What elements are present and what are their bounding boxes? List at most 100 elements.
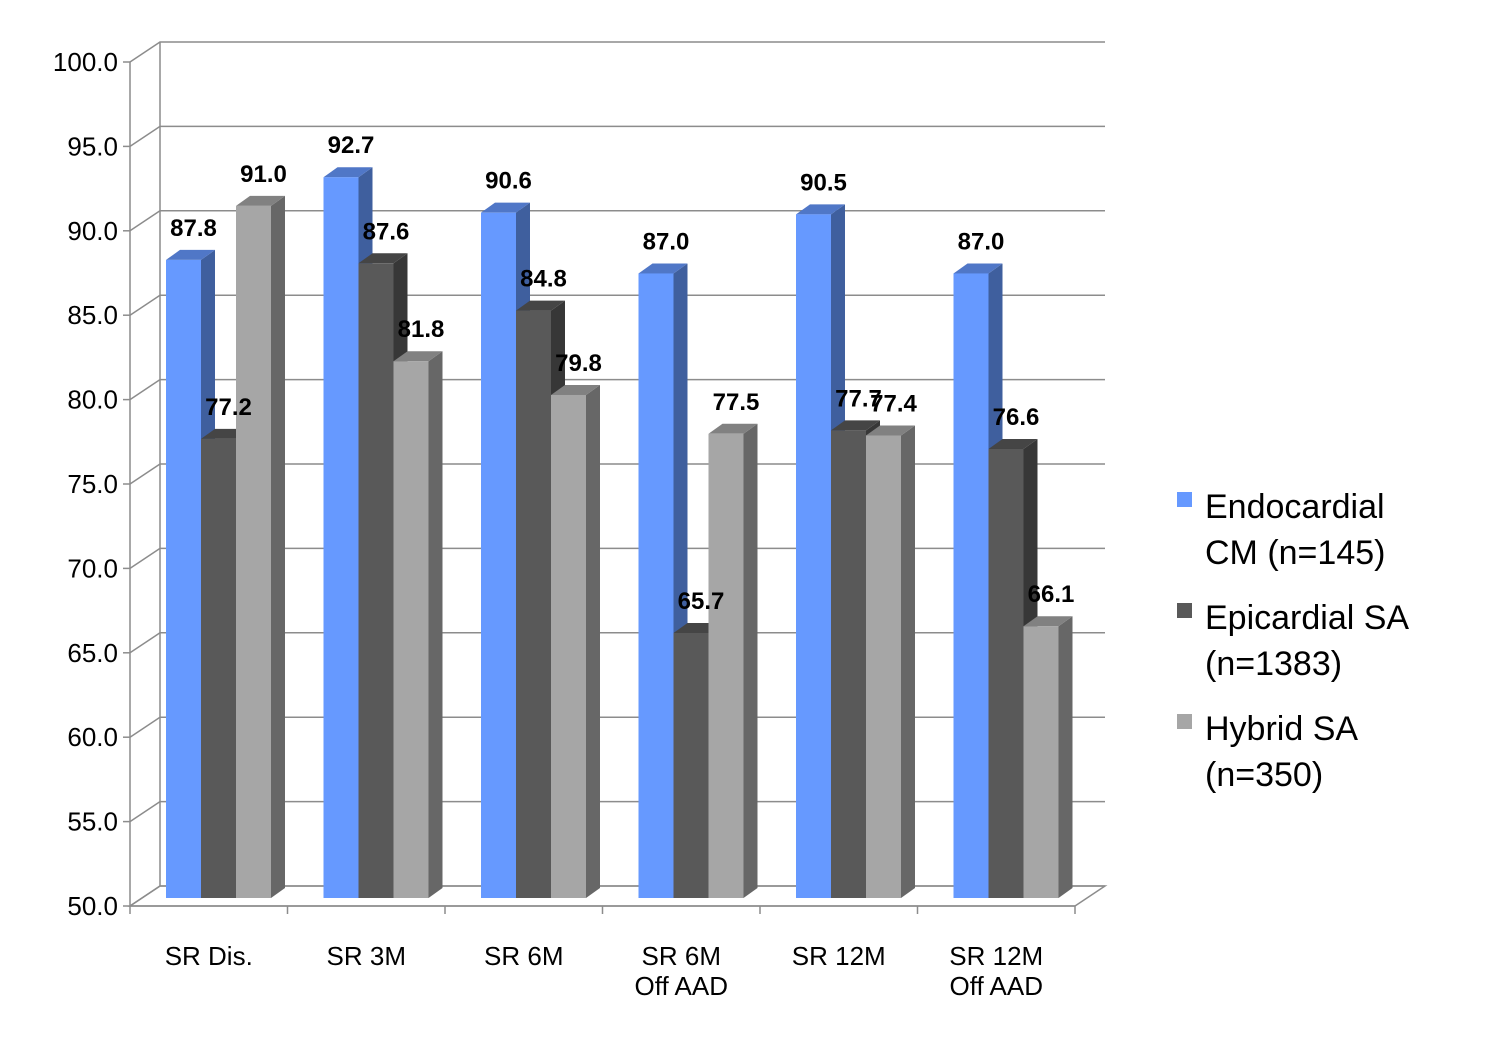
legend-label: Epicardial SA [1205, 599, 1409, 637]
x-category-label: SR Dis. [165, 941, 253, 971]
x-category-label: SR 12M [792, 941, 886, 971]
bar-side [271, 195, 285, 899]
y-tick-label: 80.0 [67, 385, 118, 415]
bar [551, 394, 586, 898]
y-tick-label: 85.0 [67, 300, 118, 330]
data-label: 90.5 [800, 169, 847, 196]
data-label: 91.0 [240, 161, 287, 188]
bar-top [866, 425, 915, 436]
y-tick-label: 50.0 [67, 891, 118, 921]
data-label: 92.7 [328, 132, 375, 159]
data-label: 81.8 [398, 316, 445, 343]
bar [708, 433, 744, 898]
bar-side [1058, 616, 1073, 898]
gridline [129, 294, 1105, 316]
gridline [129, 885, 1105, 907]
gridline [129, 125, 1105, 148]
x-category-label: SR 12M [949, 941, 1043, 971]
bar [1023, 626, 1059, 898]
gridline [129, 463, 1105, 485]
bar-side [428, 351, 443, 898]
y-tick-label: 90.0 [67, 216, 118, 246]
y-tick-label: 75.0 [67, 469, 118, 499]
legend-label: (n=350) [1205, 756, 1323, 794]
data-labels: 87.8 77.2 91.0 92.7 87.6 81.8 90.6 84.8 79.8 87.0… [170, 132, 1074, 615]
bar-top [323, 167, 373, 178]
bar [988, 448, 1024, 898]
bar [673, 632, 709, 898]
gridline [129, 547, 1105, 570]
bar [393, 361, 429, 898]
bar-side [901, 425, 915, 898]
legend-label: Endocardial [1205, 488, 1385, 526]
y-tick-label: 100.0 [53, 47, 118, 77]
y-tick-label: 70.0 [67, 553, 118, 583]
legend: Endocardial CM (n=145) Epicardial SA (n=138… [1177, 488, 1409, 794]
x-category-label: Off AAD [950, 971, 1043, 1001]
data-label: 77.7 [835, 385, 882, 412]
bar [638, 273, 674, 898]
gridline [129, 800, 1105, 823]
bar-top [796, 204, 845, 215]
bar [358, 263, 394, 898]
data-label: 77.5 [713, 389, 760, 416]
bar-top [551, 384, 600, 395]
bar [831, 430, 866, 898]
data-label: 90.6 [485, 168, 532, 195]
gridline [129, 210, 1105, 232]
bar-top [166, 249, 215, 260]
bar-top [953, 263, 1003, 274]
bar [201, 438, 236, 898]
x-category-label: Off AAD [635, 971, 728, 1001]
legend-label: CM (n=145) [1205, 534, 1385, 572]
bar-top [831, 420, 880, 431]
bar [953, 273, 989, 898]
legend-swatch [1177, 492, 1192, 507]
bar-top [481, 202, 530, 213]
bars [166, 167, 1073, 899]
bar-side [743, 423, 758, 898]
bar [166, 259, 201, 898]
legend-swatch [1177, 603, 1192, 618]
bar [481, 212, 516, 898]
gridline [129, 716, 1105, 738]
bar-top [236, 195, 285, 206]
data-label: 87.0 [958, 228, 1005, 255]
data-label: 65.7 [678, 588, 725, 615]
y-tick-label: 65.0 [67, 638, 118, 668]
axes: 50.0 55.0 60.0 65.0 70.0 75.0 80.0 85.0 90.0 95.0… [53, 47, 1076, 1001]
grid-lines [129, 41, 1105, 907]
bar [796, 214, 831, 899]
bar-top [638, 263, 688, 274]
bar-top [1023, 616, 1073, 627]
legend-label: Hybrid SA [1205, 710, 1358, 748]
x-category-label: SR 3M [327, 941, 406, 971]
bar [236, 205, 271, 899]
bar [866, 435, 901, 898]
x-category-label: SR 6M [642, 941, 721, 971]
y-tick-label: 95.0 [67, 131, 118, 161]
y-tick-label: 60.0 [67, 722, 118, 752]
bar-top [988, 438, 1038, 449]
data-label: 77.2 [205, 394, 252, 421]
data-label: 87.8 [170, 215, 217, 242]
bar [323, 177, 359, 898]
gridline [129, 41, 1105, 63]
bar-top [358, 253, 408, 264]
data-label: 87.0 [643, 228, 690, 255]
data-label: 84.8 [520, 266, 567, 293]
bar-top [393, 351, 443, 362]
data-label: 77.4 [870, 390, 917, 417]
data-label: 87.6 [363, 218, 410, 245]
gridline [129, 632, 1105, 654]
bar-top [708, 423, 758, 434]
y-tick-label: 55.0 [67, 807, 118, 837]
legend-swatch [1177, 714, 1192, 729]
x-category-label: SR 6M [484, 941, 563, 971]
gridline [129, 378, 1105, 401]
data-label: 76.6 [993, 404, 1040, 431]
data-label: 79.8 [555, 350, 602, 377]
bar [516, 310, 551, 898]
